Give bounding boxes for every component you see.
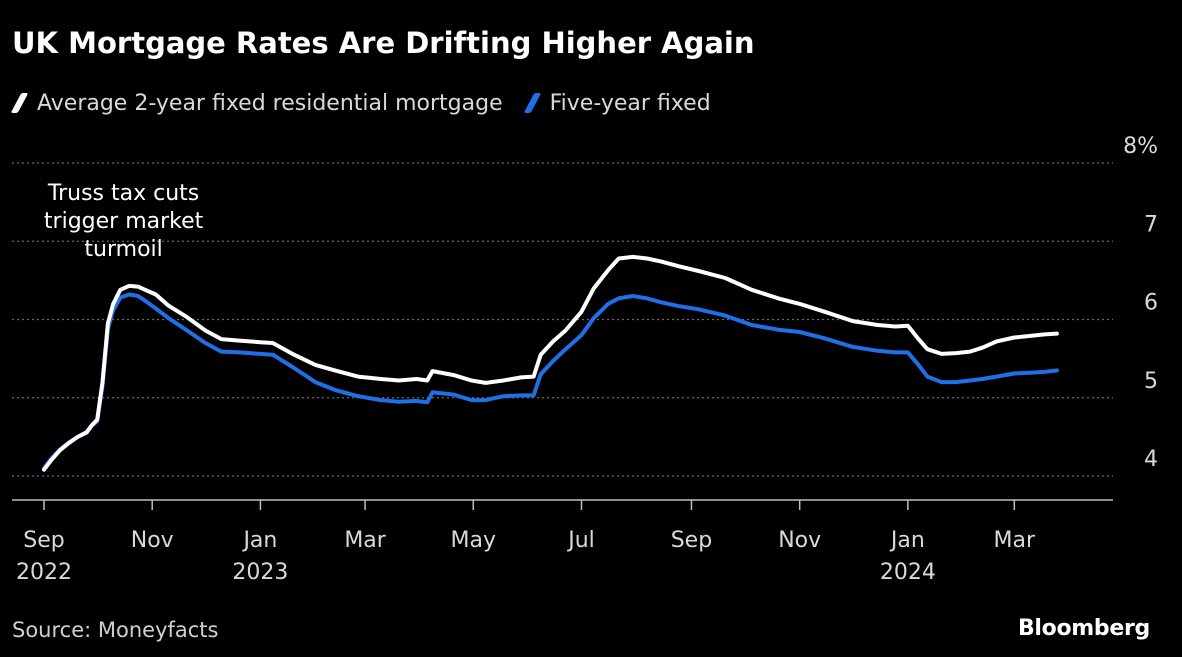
source-note: Source: Moneyfacts (12, 618, 219, 642)
y-tick-label: 4 (1144, 447, 1158, 472)
y-tick-label: 6 (1144, 291, 1158, 316)
chart-title: UK Mortgage Rates Are Drifting Higher Ag… (12, 26, 755, 60)
annotation-text-line: turmoil (84, 237, 162, 262)
x-tick-year-label: 2023 (232, 560, 288, 585)
legend-item-five-year: Five-year fixed (523, 90, 711, 116)
x-tick-label: Jul (566, 528, 595, 553)
x-tick-label: Nov (131, 528, 174, 553)
bloomberg-logo: Bloomberg (1017, 616, 1150, 641)
legend-label-two-year: Average 2-year fixed residential mortgag… (37, 90, 503, 116)
legend-label-five-year: Five-year fixed (549, 90, 711, 116)
x-tick-year-label: 2024 (880, 560, 936, 585)
y-tick-label: 5 (1144, 369, 1158, 394)
x-tick-label: Sep (23, 528, 64, 553)
x-tick-label: Sep (671, 528, 712, 553)
series-line-five-year (42, 292, 1059, 471)
series-line-two-year (42, 254, 1059, 472)
chart-legend: Average 2-year fixed residential mortgag… (10, 88, 733, 118)
legend-item-two-year: Average 2-year fixed residential mortgag… (10, 90, 503, 116)
x-tick-label: Jan (241, 528, 277, 553)
annotation-text-line: trigger market (44, 209, 204, 234)
x-tick-label: Nov (778, 528, 821, 553)
x-tick-label: May (451, 528, 496, 553)
x-tick-label: Mar (994, 528, 1036, 553)
y-tick-label: 8% (1123, 134, 1158, 159)
annotation-text-line: Truss tax cuts (47, 181, 199, 206)
y-tick-label: 7 (1144, 212, 1158, 237)
x-tick-label: Jan (889, 528, 925, 553)
x-tick-year-label: 2022 (16, 560, 72, 585)
x-tick-label: Mar (344, 528, 386, 553)
